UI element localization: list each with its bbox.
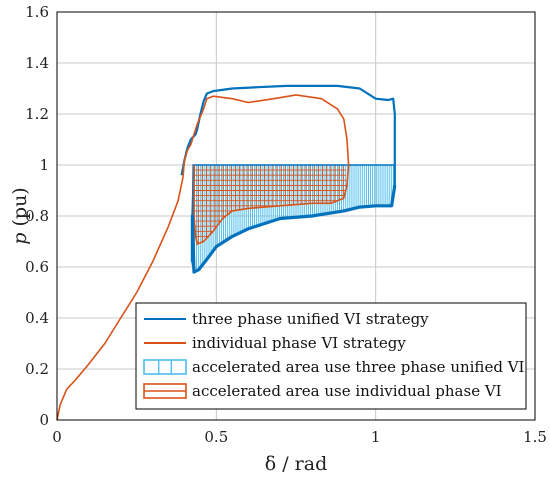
series-line-individual-phase	[56, 94, 350, 421]
legend-label: accelerated area use individual phase VI	[192, 382, 502, 400]
y-tick-label: 0.8	[25, 207, 49, 225]
y-tick-label: 1.4	[25, 54, 49, 72]
x-tick-label: 1	[371, 428, 381, 446]
x-axis-label: δ / rad	[265, 453, 328, 475]
y-tick-label: 1.2	[25, 105, 49, 123]
y-axis-label: p (pu)	[9, 187, 31, 244]
plot-frame	[56, 11, 536, 421]
accelerated-areas	[191, 164, 396, 272]
series-lines	[56, 84, 397, 421]
legend-label: individual phase VI strategy	[192, 334, 406, 352]
y-tick-label: 0.4	[25, 309, 49, 327]
tick-labels: 0 0.5 1 1.5 0 0.2 0.4 0.6 0.8 1 1.2 1.4 1.6	[25, 3, 547, 446]
series-line-three-phase-band	[190, 185, 397, 274]
y-tick-label: 0.2	[25, 360, 49, 378]
legend-box	[135, 302, 527, 410]
legend-swatch-area	[143, 383, 187, 399]
x-tick-label: 1.5	[523, 428, 547, 446]
y-tick-label: 0.6	[25, 258, 49, 276]
legend-swatch-area	[143, 359, 187, 375]
y-tick-label: 1.6	[25, 3, 49, 21]
legend-label: three phase unified VI strategy	[192, 310, 429, 328]
x-tick-label: 0.5	[204, 428, 228, 446]
legend-label: accelerated area use three phase unified…	[192, 358, 525, 376]
legend: three phase unified VI strategy individua…	[135, 302, 527, 410]
y-axis-label-var: p	[9, 233, 31, 245]
y-axis-label-unit: (pu)	[9, 187, 31, 232]
y-tick-label: 0	[39, 411, 49, 429]
y-tick-label: 1	[39, 156, 49, 174]
x-tick-label: 0	[52, 428, 62, 446]
